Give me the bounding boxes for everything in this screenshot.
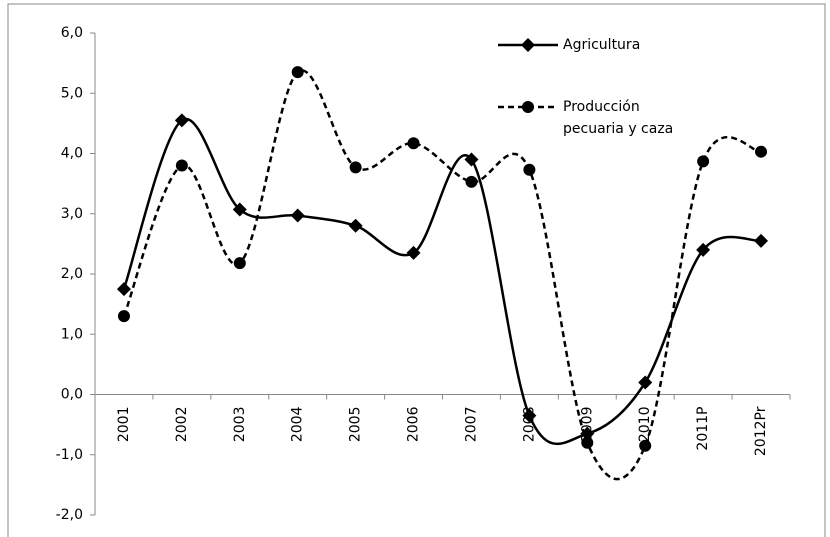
x-tick-label: 2005	[348, 407, 364, 443]
point	[697, 155, 710, 168]
y-tick-label: 4,0	[61, 146, 83, 162]
point	[581, 436, 594, 449]
series-line	[122, 117, 762, 446]
point	[232, 202, 247, 217]
chart-border	[7, 3, 826, 537]
point	[639, 439, 652, 452]
point	[117, 310, 130, 323]
y-tick-label: 3,0	[61, 206, 83, 222]
point	[464, 152, 479, 167]
y-tick-label: -1,0	[56, 447, 83, 463]
x-tick-label: 2011P	[695, 407, 711, 451]
legend-label: Producción pecuaria y caza	[563, 99, 674, 137]
legend-label: Agricultura	[563, 37, 641, 53]
point	[174, 113, 189, 128]
point	[523, 163, 536, 176]
x-tick-label: 2007	[463, 407, 479, 443]
point	[349, 161, 362, 174]
y-tick-label: -2,0	[56, 507, 83, 523]
point	[522, 408, 537, 423]
y-tick-label: 0,0	[61, 387, 83, 403]
y-tick-label: 1,0	[61, 326, 83, 342]
x-tick-label: 2003	[232, 407, 248, 443]
y-tick-label: 2,0	[61, 266, 83, 282]
x-tick-label: 2006	[406, 406, 422, 442]
point	[638, 375, 653, 390]
point	[755, 145, 768, 158]
x-tick-label: 2012Pr	[753, 406, 769, 456]
point	[406, 245, 421, 260]
x-tick-label: 2001	[116, 407, 132, 443]
point	[465, 175, 478, 188]
legend-marker	[522, 101, 534, 113]
point	[175, 159, 188, 172]
point	[696, 242, 711, 257]
y-tick-label: 5,0	[61, 85, 83, 101]
point	[290, 208, 305, 223]
series-line	[122, 69, 762, 481]
x-tick-label: 2002	[174, 407, 190, 443]
point	[754, 233, 769, 248]
x-tick-label: 2004	[290, 406, 306, 442]
point	[291, 66, 304, 79]
y-tick-label: 6,0	[61, 25, 83, 41]
legend-marker	[521, 38, 535, 52]
point	[116, 282, 131, 297]
point	[233, 257, 246, 270]
point	[407, 137, 420, 150]
point	[348, 218, 363, 233]
